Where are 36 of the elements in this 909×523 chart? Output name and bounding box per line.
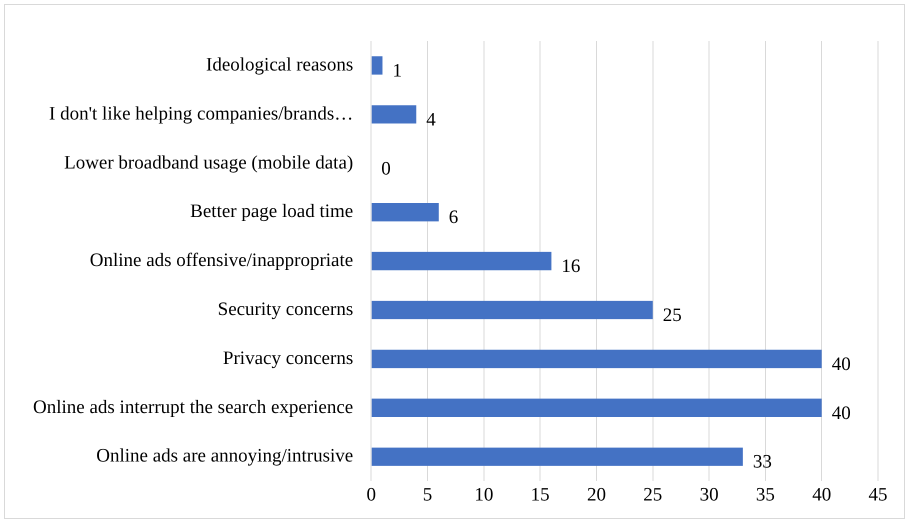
data-label: 4 (426, 109, 436, 130)
bar (372, 252, 552, 270)
x-tick-label: 15 (530, 484, 550, 506)
y-tick-label: I don't like helping companies/brands… (49, 103, 354, 124)
data-label: 33 (752, 452, 772, 473)
bar (372, 105, 416, 124)
x-tick-label: 45 (868, 484, 888, 506)
y-tick-label: Privacy concerns (222, 348, 354, 369)
bar (372, 56, 382, 75)
data-label: 1 (392, 60, 402, 82)
y-tick-label: Lower broadband usage (mobile data) (64, 152, 354, 174)
data-label: 0 (381, 158, 391, 180)
y-tick-label: Online ads interrupt the search experience (33, 396, 354, 418)
x-tick-label: 20 (586, 484, 606, 506)
x-tick-label: 35 (756, 484, 775, 506)
x-tick-label: 30 (700, 484, 719, 506)
x-tick-label: 5 (422, 484, 432, 506)
y-tick-label: Ideological reasons (206, 54, 354, 76)
x-tick-label: 10 (474, 484, 494, 506)
bar (372, 350, 822, 368)
bar (372, 300, 653, 320)
x-tick-label: 25 (643, 484, 662, 506)
x-tick-label: 0 (366, 484, 376, 506)
bar (372, 203, 439, 222)
y-tick-label: Online ads are annoying/intrusive (96, 446, 354, 467)
bar (372, 398, 822, 418)
data-label: 16 (561, 256, 580, 278)
y-tick-label: Better page load time (190, 201, 354, 222)
x-tick-label: 40 (812, 484, 832, 506)
data-label: 25 (662, 304, 682, 326)
y-tick-label: Security concerns (218, 298, 354, 320)
y-tick-label: Online ads offensive/inappropriate (90, 250, 354, 272)
data-label: 40 (832, 354, 851, 375)
data-label: 6 (448, 207, 458, 228)
bar (372, 448, 743, 466)
data-label: 40 (832, 402, 851, 424)
